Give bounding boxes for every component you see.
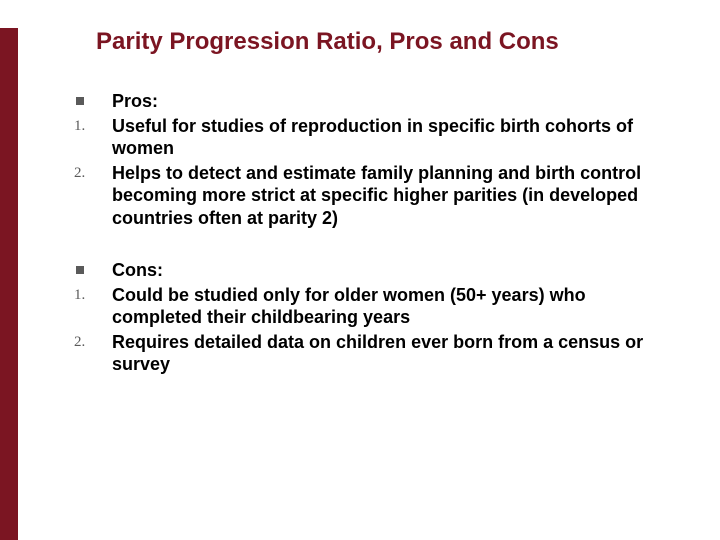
list-item: 1. Useful for studies of reproduction in…	[68, 115, 678, 160]
item-text: Helps to detect and estimate family plan…	[112, 162, 678, 230]
number-marker: 1.	[68, 115, 112, 135]
number-marker: 2.	[68, 331, 112, 351]
list-item: 1. Could be studied only for older women…	[68, 284, 678, 329]
item-text: Could be studied only for older women (5…	[112, 284, 678, 329]
square-bullet-icon	[68, 90, 112, 110]
number-marker: 1.	[68, 284, 112, 304]
slide-title: Parity Progression Ratio, Pros and Cons	[96, 28, 720, 56]
list-item: 2. Helps to detect and estimate family p…	[68, 162, 678, 230]
list-item: 2. Requires detailed data on children ev…	[68, 331, 678, 376]
slide-content: Pros: 1. Useful for studies of reproduct…	[68, 90, 678, 376]
list-heading: Cons:	[68, 259, 678, 282]
list-heading: Pros:	[68, 90, 678, 113]
slide: Parity Progression Ratio, Pros and Cons …	[0, 28, 720, 540]
heading-text: Pros:	[112, 90, 678, 113]
block-spacer	[68, 231, 678, 259]
number-marker: 2.	[68, 162, 112, 182]
item-text: Useful for studies of reproduction in sp…	[112, 115, 678, 160]
heading-text: Cons:	[112, 259, 678, 282]
item-text: Requires detailed data on children ever …	[112, 331, 678, 376]
square-bullet-icon	[68, 259, 112, 279]
